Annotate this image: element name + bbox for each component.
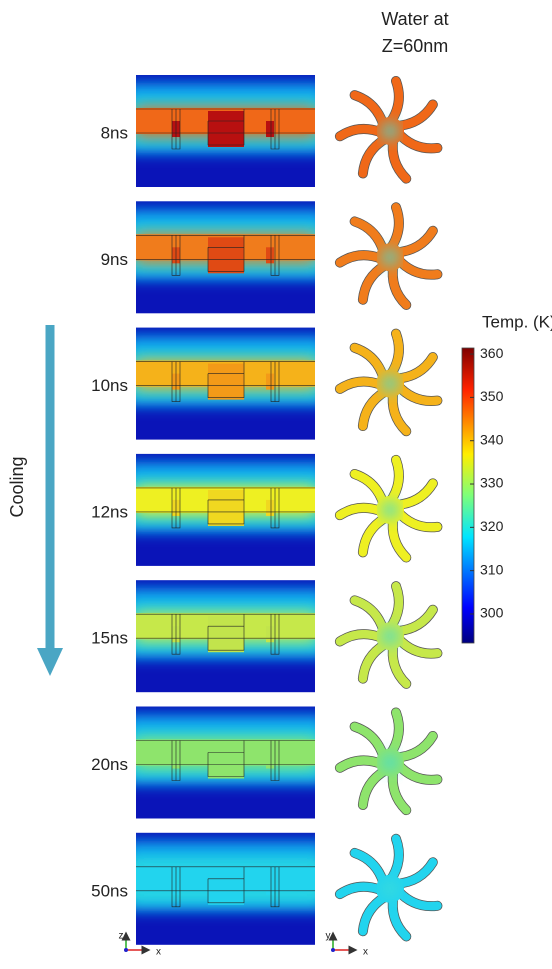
field-core [266,878,274,895]
panel-field [136,588,315,659]
colorbar-tick-label: 300 [480,605,504,621]
star-center [381,753,399,772]
time-label: 9ns [101,250,128,269]
field-core [266,626,274,643]
field-core [266,373,274,390]
star-arm [385,834,404,886]
star-center [381,879,399,898]
field-core [208,237,244,274]
field-core [266,247,274,264]
star-arm [385,329,404,380]
colorbar-tick-label: 360 [480,345,504,361]
axis-label: z [119,931,124,942]
row: 20ns [91,706,443,819]
structure-outline [136,613,315,655]
field-core [208,742,244,779]
axis-label: y [326,931,331,942]
time-label: 20ns [91,755,128,774]
water-star [334,454,443,563]
structure-outline [136,487,315,529]
cooling-label: Cooling [7,456,27,517]
row: 15ns [91,580,443,693]
header-line: Water at [381,9,448,29]
star-arm [335,629,387,646]
water-star [334,328,443,437]
cooling-arrow-head [37,648,63,676]
axis-origin [331,948,335,952]
field-core [266,121,274,137]
header-line: Z=60nm [382,36,449,56]
star-arm [335,503,387,520]
field-core [208,111,244,147]
time-label: 8ns [101,123,128,142]
row: 12ns [91,453,443,566]
field-core [208,616,244,653]
time-label: 12ns [91,502,128,521]
field-core [266,499,274,516]
axis-label: x [363,947,368,958]
star-arm [385,203,404,254]
star-arm [335,124,387,141]
field-core [208,868,244,905]
row: 10ns [91,327,443,440]
row: 50ns [91,832,443,945]
star-arm [385,76,404,128]
time-label: 10ns [91,376,128,395]
star-center [381,627,399,646]
field-core [208,489,244,526]
water-star [334,581,443,689]
water-star [334,707,443,816]
panel-field [136,335,315,406]
panel-field [136,209,315,280]
star-arm [385,708,404,759]
colorbar-title: Temp. (K) [482,312,552,331]
water-star [334,833,443,942]
star-arm [335,882,387,899]
star-arm [385,581,404,633]
panel-field [136,461,315,532]
water-star [334,76,443,184]
axis-label: x [156,947,161,958]
structure-outline [136,740,315,781]
panel-field [136,83,315,153]
star-arm [335,251,387,267]
water-star [334,202,443,310]
row: 8ns [101,75,443,187]
star-center [381,248,399,267]
star-arm [335,756,387,773]
time-label: 15ns [91,629,128,648]
star-center [381,500,399,519]
colorbar-tick-label: 330 [480,475,504,491]
field-core [208,363,244,400]
structure-outline [136,235,315,276]
star-center [381,374,399,393]
colorbar-tick-label: 310 [480,561,504,577]
structure-outline [136,361,315,402]
structure-outline [136,108,315,150]
time-label: 50ns [91,881,128,900]
star-center [381,122,399,140]
panel-field [136,714,315,785]
star-arm [335,377,387,394]
colorbar [461,347,475,644]
field-core [266,752,274,769]
colorbar-tick-label: 340 [480,431,504,447]
star-arm [385,455,404,507]
colorbar-tick-label: 350 [480,388,504,404]
panel-field [136,840,315,911]
colorbar-tick-label: 320 [480,518,504,534]
axis-origin [124,948,128,952]
structure-outline [136,866,315,908]
row: 9ns [101,201,443,314]
